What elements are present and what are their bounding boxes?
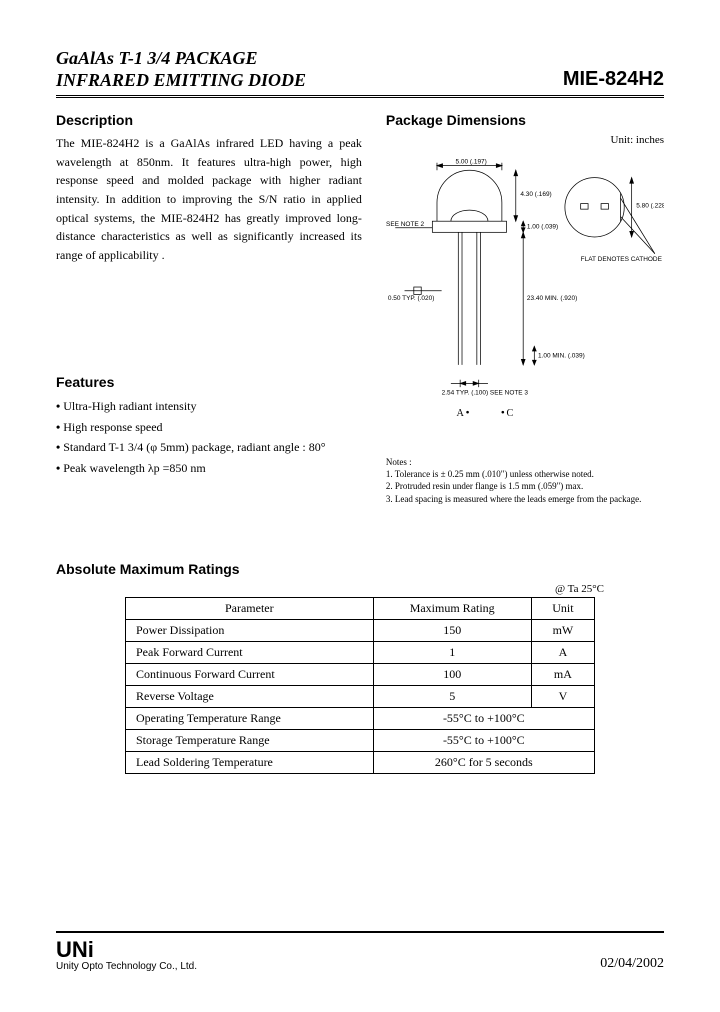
description-heading: Description xyxy=(56,112,362,128)
amr-cell-rating: 150 xyxy=(373,619,531,641)
amr-row: Operating Temperature Range-55°C to +100… xyxy=(126,707,595,729)
amr-row: Lead Soldering Temperature260°C for 5 se… xyxy=(126,751,595,773)
feature-item: High response speed xyxy=(56,417,362,437)
dim-lead-gap: 2.54 TYP. (.100) SEE NOTE 3 xyxy=(442,390,529,397)
amr-cell-param: Power Dissipation xyxy=(126,619,374,641)
amr-cell-param: Peak Forward Current xyxy=(126,641,374,663)
title-line-1: GaAlAs T-1 3/4 PACKAGE xyxy=(56,48,306,70)
feature-item: Standard T-1 3/4 (φ 5mm) package, radian… xyxy=(56,437,362,457)
amr-col-rating: Maximum Rating xyxy=(373,597,531,619)
amr-cell-param: Lead Soldering Temperature xyxy=(126,751,374,773)
amr-cell-rating: 100 xyxy=(373,663,531,685)
anode-label: A xyxy=(456,408,464,419)
features-block: Features Ultra-High radiant intensity Hi… xyxy=(56,374,362,478)
dim-dome-h: 4.30 (.169) xyxy=(520,191,551,198)
part-number: MIE-824H2 xyxy=(563,68,664,91)
logo-text: UNi xyxy=(56,937,197,963)
amr-col-parameter: Parameter xyxy=(126,597,374,619)
flat-cathode-note: FLAT DENOTES CATHODE xyxy=(581,256,663,263)
notes-block: Notes : 1. Tolerance is ± 0.25 mm (.010"… xyxy=(386,456,664,505)
note-line: 3. Lead spacing is measured where the le… xyxy=(386,493,664,505)
amr-row: Peak Forward Current1A xyxy=(126,641,595,663)
features-heading: Features xyxy=(56,374,362,390)
amr-col-unit: Unit xyxy=(531,597,594,619)
amr-cell-rating: 5 xyxy=(373,685,531,707)
footer-rule xyxy=(56,931,664,933)
amr-cell-param: Continuous Forward Current xyxy=(126,663,374,685)
note-line: 1. Tolerance is ± 0.25 mm (.010") unless… xyxy=(386,468,664,480)
amr-cell-unit: mA xyxy=(531,663,594,685)
amr-cell-rating: 260°C for 5 seconds xyxy=(373,751,594,773)
amr-cell-param: Reverse Voltage xyxy=(126,685,374,707)
amr-row: Storage Temperature Range-55°C to +100°C xyxy=(126,729,595,751)
dim-flange-dia: 5.80 (.228) xyxy=(636,202,664,209)
amr-cell-unit: V xyxy=(531,685,594,707)
cathode-label: C xyxy=(506,408,513,419)
see-note-2: SEE NOTE 2 xyxy=(386,221,425,228)
notes-heading: Notes : xyxy=(386,456,664,468)
amr-table: Parameter Maximum Rating Unit Power Diss… xyxy=(125,597,595,774)
amr-cell-param: Storage Temperature Range xyxy=(126,729,374,751)
features-list: Ultra-High radiant intensity High respon… xyxy=(56,396,362,478)
amr-cell-rating: -55°C to +100°C xyxy=(373,707,594,729)
package-dim-heading: Package Dimensions xyxy=(386,112,664,128)
dim-standoff: 1.00 MIN. (.039) xyxy=(538,353,585,360)
amr-cell-param: Operating Temperature Range xyxy=(126,707,374,729)
dim-lead-len: 23.40 MIN. (.920) xyxy=(527,295,577,302)
amr-cell-rating: 1 xyxy=(373,641,531,663)
amr-block: Absolute Maximum Ratings @ Ta 25°C Param… xyxy=(56,561,664,774)
feature-item: Ultra-High radiant intensity xyxy=(56,396,362,416)
amr-cell-rating: -55°C to +100°C xyxy=(373,729,594,751)
dim-flange-h: 1.00 (.039) xyxy=(527,224,558,231)
description-body: The MIE-824H2 is a GaAlAs infrared LED h… xyxy=(56,134,362,264)
document-header: GaAlAs T-1 3/4 PACKAGE INFRARED EMITTING… xyxy=(56,48,664,98)
dim-body-dia: 5.00 (.197) xyxy=(455,159,486,166)
title-line-2: INFRARED EMITTING DIODE xyxy=(56,70,306,92)
right-column: Package Dimensions Unit: inches xyxy=(386,112,664,505)
company-name: Unity Opto Technology Co., Ltd. xyxy=(56,961,197,972)
amr-condition: @ Ta 25°C xyxy=(56,583,664,595)
unit-label: Unit: inches xyxy=(386,134,664,146)
amr-row: Power Dissipation150mW xyxy=(126,619,595,641)
amr-cell-unit: A xyxy=(531,641,594,663)
amr-row: Reverse Voltage5V xyxy=(126,685,595,707)
footer: UNi Unity Opto Technology Co., Ltd. 02/0… xyxy=(56,931,664,972)
left-column: Description The MIE-824H2 is a GaAlAs in… xyxy=(56,112,362,505)
amr-heading: Absolute Maximum Ratings xyxy=(56,561,664,577)
note-line: 2. Protruded resin under flange is 1.5 m… xyxy=(386,480,664,492)
title-block: GaAlAs T-1 3/4 PACKAGE INFRARED EMITTING… xyxy=(56,48,306,91)
amr-row: Continuous Forward Current100mA xyxy=(126,663,595,685)
package-drawing: 5.00 (.197) 4.30 (.169) 1.00 (.039) 23.4… xyxy=(386,150,664,450)
dim-lead-sq: 0.50 TYP. (.020) xyxy=(388,295,435,302)
logo-block: UNi Unity Opto Technology Co., Ltd. xyxy=(56,937,197,972)
footer-date: 02/04/2002 xyxy=(600,956,664,972)
main-columns: Description The MIE-824H2 is a GaAlAs in… xyxy=(56,112,664,505)
feature-item: Peak wavelength λp =850 nm xyxy=(56,458,362,478)
amr-cell-unit: mW xyxy=(531,619,594,641)
